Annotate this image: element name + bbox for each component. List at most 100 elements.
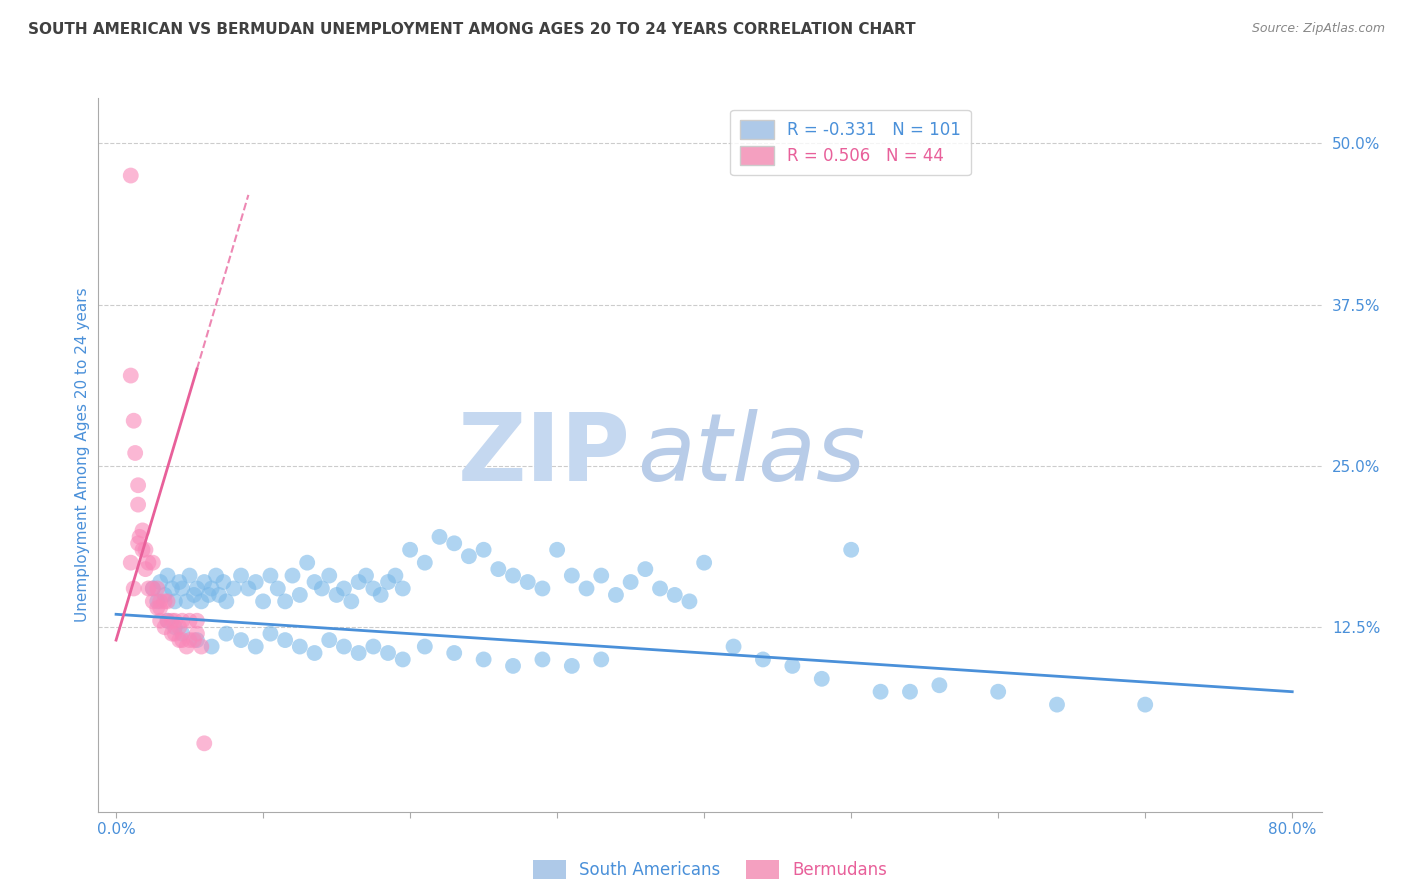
Point bbox=[839, 542, 862, 557]
Point bbox=[212, 574, 235, 589]
Point bbox=[215, 626, 238, 640]
Point bbox=[384, 568, 406, 582]
Point bbox=[810, 672, 832, 686]
Point bbox=[458, 549, 481, 564]
Point bbox=[169, 574, 191, 589]
Text: atlas: atlas bbox=[637, 409, 865, 500]
Point bbox=[122, 582, 145, 596]
Point bbox=[1046, 698, 1069, 712]
Point bbox=[128, 530, 150, 544]
Point bbox=[186, 626, 208, 640]
Point bbox=[486, 562, 509, 576]
Point bbox=[186, 582, 208, 596]
Point bbox=[142, 582, 165, 596]
Point bbox=[678, 594, 700, 608]
Point bbox=[163, 614, 186, 628]
Point bbox=[259, 626, 281, 640]
Point bbox=[131, 524, 153, 538]
Point bbox=[127, 498, 149, 512]
Point bbox=[163, 626, 186, 640]
Point bbox=[156, 614, 179, 628]
Point bbox=[399, 542, 422, 557]
Point bbox=[238, 582, 260, 596]
Point bbox=[186, 614, 208, 628]
Point bbox=[333, 582, 356, 596]
Point bbox=[274, 594, 297, 608]
Point bbox=[197, 588, 219, 602]
Point bbox=[502, 568, 524, 582]
Point bbox=[172, 614, 194, 628]
Point bbox=[288, 640, 311, 654]
Point bbox=[120, 169, 142, 183]
Point bbox=[193, 736, 215, 750]
Point bbox=[531, 652, 554, 666]
Point bbox=[156, 594, 179, 608]
Point bbox=[134, 542, 156, 557]
Point bbox=[1135, 698, 1157, 712]
Point bbox=[546, 542, 568, 557]
Point bbox=[208, 588, 231, 602]
Point bbox=[377, 646, 399, 660]
Point bbox=[160, 582, 183, 596]
Point bbox=[325, 588, 347, 602]
Point bbox=[120, 368, 142, 383]
Point bbox=[591, 568, 613, 582]
Point bbox=[311, 582, 333, 596]
Point bbox=[318, 633, 340, 648]
Point bbox=[179, 633, 201, 648]
Point bbox=[205, 568, 228, 582]
Point bbox=[172, 582, 194, 596]
Point bbox=[928, 678, 950, 692]
Point bbox=[245, 574, 267, 589]
Point bbox=[267, 582, 290, 596]
Point bbox=[252, 594, 274, 608]
Point bbox=[229, 633, 252, 648]
Point bbox=[176, 594, 198, 608]
Point bbox=[186, 633, 208, 648]
Point bbox=[274, 633, 297, 648]
Point bbox=[172, 633, 194, 648]
Point bbox=[215, 594, 238, 608]
Point bbox=[179, 614, 201, 628]
Point bbox=[516, 574, 538, 589]
Point bbox=[120, 556, 142, 570]
Point bbox=[752, 652, 775, 666]
Point bbox=[146, 600, 169, 615]
Point bbox=[340, 594, 363, 608]
Point bbox=[190, 640, 212, 654]
Point bbox=[193, 574, 215, 589]
Point bbox=[176, 640, 198, 654]
Point bbox=[295, 556, 318, 570]
Point bbox=[634, 562, 657, 576]
Point bbox=[472, 542, 495, 557]
Point bbox=[179, 568, 201, 582]
Point bbox=[869, 684, 891, 698]
Point bbox=[245, 640, 267, 654]
Point bbox=[363, 640, 385, 654]
Point bbox=[391, 582, 413, 596]
Point bbox=[153, 588, 176, 602]
Point bbox=[281, 568, 304, 582]
Point bbox=[288, 588, 311, 602]
Point bbox=[183, 633, 205, 648]
Y-axis label: Unemployment Among Ages 20 to 24 years: Unemployment Among Ages 20 to 24 years bbox=[75, 287, 90, 623]
Point bbox=[146, 582, 169, 596]
Point bbox=[149, 600, 172, 615]
Point bbox=[391, 652, 413, 666]
Point bbox=[304, 574, 326, 589]
Point bbox=[370, 588, 392, 602]
Point bbox=[127, 478, 149, 492]
Text: ZIP: ZIP bbox=[457, 409, 630, 501]
Point bbox=[413, 640, 436, 654]
Text: Source: ZipAtlas.com: Source: ZipAtlas.com bbox=[1251, 22, 1385, 36]
Point bbox=[561, 568, 583, 582]
Point bbox=[146, 594, 169, 608]
Point bbox=[134, 562, 156, 576]
Point bbox=[172, 626, 194, 640]
Point bbox=[142, 582, 165, 596]
Point bbox=[987, 684, 1010, 698]
Point bbox=[201, 582, 224, 596]
Point bbox=[620, 574, 643, 589]
Point bbox=[413, 556, 436, 570]
Point bbox=[648, 582, 671, 596]
